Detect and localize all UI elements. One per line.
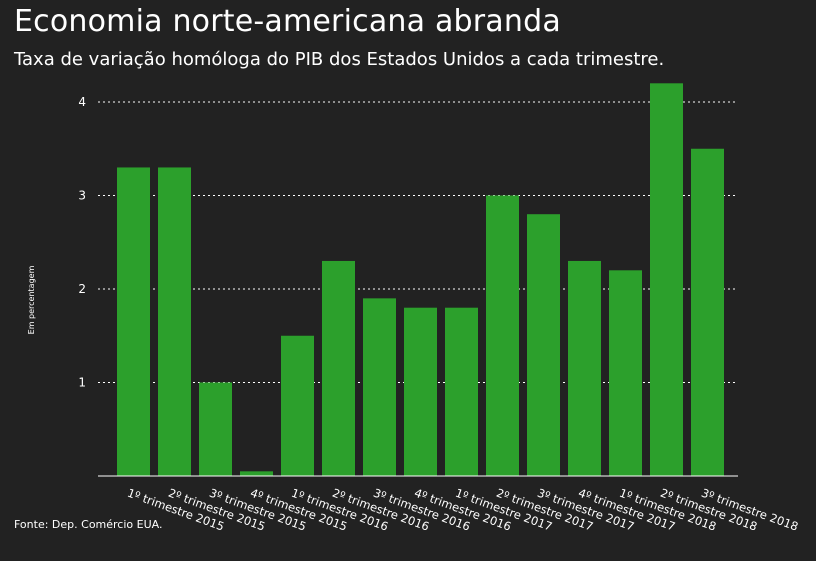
y-tick-label: 4 [78, 95, 86, 109]
bar-9 [445, 307, 478, 476]
bar-15 [691, 148, 724, 476]
bar-11 [527, 214, 560, 476]
bar-14 [650, 83, 683, 477]
chart-title: Economia norte-americana abranda [14, 4, 561, 39]
bar-4 [240, 471, 273, 476]
y-tick-label: 2 [78, 282, 86, 296]
bar-7 [363, 298, 396, 476]
bar-13 [609, 270, 642, 476]
bar-2 [158, 167, 191, 476]
bar-8 [404, 307, 437, 476]
chart-subtitle: Taxa de variação homóloga do PIB dos Est… [14, 49, 665, 70]
bar-10 [486, 195, 519, 476]
bars [117, 83, 724, 477]
bar-3 [199, 382, 232, 476]
axes: 1 2 3 4 Em percentagem [27, 95, 738, 477]
bar-12 [568, 260, 601, 476]
source-note: Fonte: Dep. Comércio EUA. [14, 518, 163, 531]
y-tick-label: 3 [78, 189, 86, 203]
bar-5 [281, 335, 314, 476]
y-tick-label: 1 [78, 376, 86, 390]
bar-1 [117, 167, 150, 476]
bar-6 [322, 260, 355, 476]
y-axis-title: Em percentagem [27, 265, 36, 334]
